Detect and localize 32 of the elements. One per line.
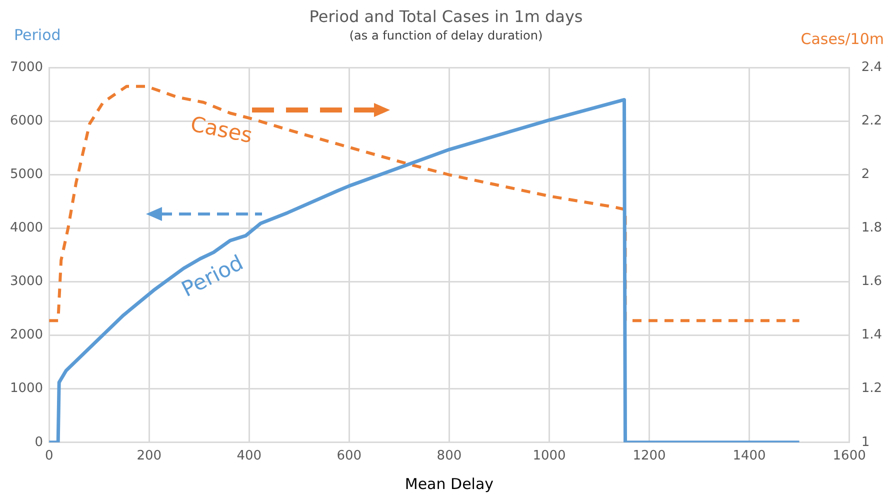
x-tick-label: 1400 <box>732 448 766 464</box>
x-tick-label: 400 <box>236 448 262 464</box>
y2-tick-label: 1 <box>861 434 870 450</box>
x-tick-label: 200 <box>136 448 162 464</box>
y2-tick-label: 1.2 <box>861 381 882 396</box>
x-tick-label: 0 <box>44 448 54 464</box>
y-tick-label: 2000 <box>10 328 44 343</box>
y-tick-label: 7000 <box>10 60 44 75</box>
y-axis-title: Period <box>14 26 61 44</box>
y2-tick-label: 2.4 <box>861 60 882 75</box>
x-tick-label: 800 <box>436 448 462 464</box>
x-tick-label: 1000 <box>532 448 566 464</box>
y-tick-label: 0 <box>34 434 44 450</box>
x-tick-label: 1600 <box>832 448 866 464</box>
y2-tick-label: 2 <box>861 167 870 182</box>
y2-tick-label: 1.6 <box>861 274 882 290</box>
y2-tick-label: 1.4 <box>861 328 882 343</box>
line-series <box>49 84 801 322</box>
chart-title: Period and Total Cases in 1m days <box>309 6 583 26</box>
text: Cases <box>188 112 254 148</box>
x-tick-label: 1200 <box>632 448 666 464</box>
y-tick-label: 3000 <box>10 274 44 290</box>
y-tick-label: 6000 <box>10 114 44 129</box>
x-tick-label: 600 <box>336 448 362 464</box>
y-tick-label: 4000 <box>10 220 44 236</box>
y2-tick-label: 2.2 <box>861 114 882 129</box>
chart-subtitle: (as a function of delay duration) <box>349 28 543 43</box>
y-tick-label: 1000 <box>10 381 44 396</box>
y2-tick-label: 1.8 <box>861 220 882 236</box>
y2-axis-title: Cases/10m <box>800 30 884 48</box>
y-tick-label: 5000 <box>10 167 44 182</box>
x-axis-title: Mean Delay <box>404 474 494 493</box>
